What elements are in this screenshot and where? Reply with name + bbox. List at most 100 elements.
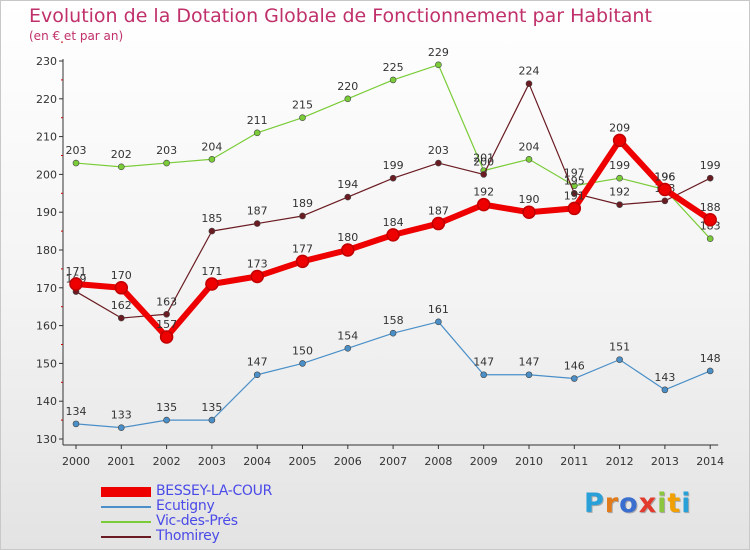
data-label-ecutigny: 151 [609, 341, 630, 354]
x-tick-label: 2011 [560, 455, 588, 468]
y-tick-label: 200 [36, 168, 57, 181]
legend-label-vic: Vic-des-Prés [156, 513, 238, 529]
x-tick-label: 2001 [107, 455, 135, 468]
x-tick-label: 2006 [334, 455, 362, 468]
x-tick-label: 2002 [153, 455, 181, 468]
data-label-bessey-la-cour: 157 [156, 318, 177, 331]
chart-subtitle: (en € et par an) [29, 29, 124, 43]
data-point-bessey-la-cour [295, 254, 310, 269]
data-label-bessey-la-cour: 196 [654, 171, 675, 184]
data-label-vic-des-pr-s: 229 [428, 46, 449, 59]
data-point-ecutigny [118, 424, 125, 431]
data-label-thomirey: 192 [609, 186, 630, 199]
legend-label-ecutigny: Ecutigny [156, 498, 215, 514]
data-point-ecutigny [299, 360, 306, 367]
y-tick-label: 150 [36, 357, 57, 370]
data-point-bessey-la-cour [114, 281, 129, 295]
data-point-bessey-la-cour [522, 205, 536, 219]
logo-letter: t [667, 488, 682, 519]
data-point-ecutigny [616, 356, 623, 363]
data-point-ecutigny [525, 371, 533, 379]
data-label-ecutigny: 158 [383, 314, 404, 327]
x-tick-label: 2013 [651, 455, 679, 468]
data-label-thomirey: 187 [247, 205, 268, 218]
data-point-bessey-la-cour [250, 269, 264, 284]
x-tick-label: 2010 [515, 455, 543, 468]
data-label-bessey-la-cour: 187 [428, 205, 449, 218]
logo-letter: i [657, 488, 668, 519]
data-point-vic-des-pr-s [72, 159, 80, 167]
data-point-ecutigny [389, 329, 397, 337]
data-label-thomirey: 194 [337, 178, 358, 191]
y-tick-label: 140 [36, 395, 57, 408]
data-label-bessey-la-cour: 170 [111, 269, 132, 282]
x-tick-label: 2009 [470, 455, 498, 468]
data-label-bessey-la-cour: 188 [700, 201, 721, 214]
data-point-bessey-la-cour [431, 216, 446, 231]
data-label-thomirey: 199 [700, 159, 721, 172]
y-tick-label: 190 [36, 206, 57, 219]
data-point-vic-des-pr-s [118, 163, 125, 171]
data-label-ecutigny: 147 [247, 356, 268, 369]
x-tick-label: 2005 [289, 455, 317, 468]
data-point-bessey-la-cour [703, 213, 717, 227]
data-point-ecutigny [72, 420, 80, 428]
legend-swatch-ecutigny [101, 506, 151, 508]
data-label-ecutigny: 154 [337, 329, 358, 342]
data-label-ecutigny: 133 [111, 409, 132, 422]
data-label-vic-des-pr-s: 215 [292, 99, 313, 112]
legend-label-bessey: BESSEY-LA-COUR [156, 483, 273, 499]
data-label-bessey-la-cour: 184 [383, 216, 404, 229]
data-point-thomirey [435, 159, 442, 167]
data-point-thomirey [389, 174, 397, 182]
data-point-ecutigny [706, 367, 714, 375]
x-tick-label: 2007 [379, 455, 407, 468]
data-label-ecutigny: 147 [473, 356, 494, 369]
data-label-bessey-la-cour: 209 [609, 121, 630, 134]
logo-letter: r [604, 488, 620, 519]
data-point-vic-des-pr-s [163, 159, 170, 167]
data-point-thomirey [570, 190, 578, 197]
y-tick-label: 180 [36, 244, 57, 257]
data-label-ecutigny: 161 [428, 303, 449, 316]
y-tick-label: 230 [36, 55, 57, 68]
logo-letter: x [638, 488, 658, 519]
data-label-bessey-la-cour: 177 [292, 242, 313, 255]
legend-swatch-thomirey [101, 536, 151, 538]
legend-swatch-bessey [101, 487, 151, 497]
data-point-bessey-la-cour [612, 133, 627, 148]
data-point-ecutigny [661, 386, 669, 394]
x-tick-label: 2012 [606, 455, 634, 468]
data-point-vic-des-pr-s [253, 129, 261, 137]
data-point-bessey-la-cour [341, 243, 355, 257]
data-point-thomirey [525, 80, 533, 87]
data-label-ecutigny: 150 [292, 344, 313, 357]
data-point-thomirey [118, 314, 125, 322]
data-point-ecutigny [344, 344, 352, 352]
data-label-ecutigny: 134 [66, 405, 87, 418]
y-tick-label: 160 [36, 320, 57, 333]
x-tick-label: 2000 [62, 455, 90, 468]
x-tick-label: 2004 [243, 455, 271, 468]
data-label-vic-des-pr-s: 197 [564, 167, 585, 180]
data-point-vic-des-pr-s [299, 114, 306, 121]
proxiti-logo: Proxiti [584, 488, 692, 519]
data-point-bessey-la-cour [476, 197, 491, 212]
data-point-bessey-la-cour [658, 182, 672, 197]
data-label-bessey-la-cour: 192 [473, 186, 494, 199]
data-label-vic-des-pr-s: 199 [609, 159, 630, 172]
data-point-thomirey [208, 227, 216, 235]
data-label-ecutigny: 148 [700, 352, 721, 365]
data-label-vic-des-pr-s: 220 [337, 80, 358, 93]
data-label-ecutigny: 147 [519, 356, 540, 369]
data-label-thomirey: 189 [292, 197, 313, 210]
data-point-vic-des-pr-s [525, 155, 533, 163]
series-line-thomirey [75, 83, 711, 319]
logo-letter: P [584, 488, 605, 519]
y-tick-label: 170 [36, 282, 57, 295]
data-label-vic-des-pr-s: 202 [111, 148, 132, 161]
data-point-thomirey [480, 171, 488, 178]
data-point-vic-des-pr-s [389, 76, 397, 84]
